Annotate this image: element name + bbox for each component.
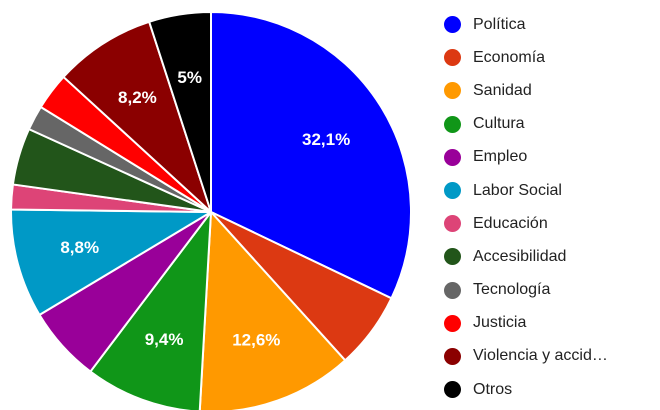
legend-item-accesibilidad[interactable]: Accesibilidad [444, 240, 608, 273]
legend-color-dot [444, 248, 461, 266]
legend-label: Justicia [473, 314, 527, 332]
legend-color-dot [444, 281, 461, 299]
legend-label: Política [473, 15, 526, 33]
legend-color-dot [444, 314, 461, 332]
legend-label: Cultura [473, 115, 525, 133]
legend-color-dot [444, 215, 461, 233]
pie-slice-otros[interactable] [148, 11, 212, 213]
slice-value-label-politica: 32,1% [302, 130, 350, 149]
slice-value-label-cultura: 9,4% [145, 330, 184, 349]
pie-slice-cultura[interactable] [89, 211, 212, 410]
legend-label: Violencia y accid… [473, 347, 608, 365]
legend-label: Labor Social [473, 181, 562, 199]
legend-color-dot [444, 148, 461, 166]
legend-item-labor-social[interactable]: Labor Social [444, 174, 608, 207]
legend-label: Educación [473, 214, 548, 232]
legend-item-cultura[interactable]: Cultura [444, 108, 608, 141]
pie-slice-sanidad[interactable] [198, 211, 347, 410]
legend-item-violencia-y-accid[interactable]: Violencia y accid… [444, 340, 608, 373]
legend-color-dot [444, 49, 461, 67]
pie-slice-politica[interactable] [210, 11, 412, 300]
legend-label: Accesibilidad [473, 247, 567, 265]
legend-label: Empleo [473, 148, 528, 166]
legend: Política Economía Sanidad Cultura Empleo Labo… [444, 8, 608, 406]
legend-item-politica[interactable]: Política [444, 8, 608, 41]
legend-item-empleo[interactable]: Empleo [444, 141, 608, 174]
legend-item-justicia[interactable]: Justicia [444, 307, 608, 340]
legend-label: Otros [473, 380, 513, 398]
pie-slice-labor-social[interactable] [10, 208, 212, 316]
legend-label: Economía [473, 48, 546, 66]
legend-item-sanidad[interactable]: Sanidad [444, 74, 608, 107]
legend-color-dot [444, 82, 461, 100]
slice-value-label-violencia-y-accid: 8,2% [118, 88, 157, 107]
legend-label: Sanidad [473, 81, 532, 99]
pie-chart: 32,1% 12,6% 9,4% 8,8% 8,2% 5% [10, 11, 412, 410]
slice-value-label-otros: 5% [177, 68, 202, 87]
legend-color-dot [444, 381, 461, 399]
pie-slice-violencia-y-accid[interactable] [62, 20, 212, 213]
legend-color-dot [444, 115, 461, 133]
legend-item-tecnologia[interactable]: Tecnología [444, 274, 608, 307]
legend-item-otros[interactable]: Otros [444, 373, 608, 406]
legend-color-dot [444, 16, 461, 34]
legend-label: Tecnología [473, 281, 551, 299]
legend-color-dot [444, 347, 461, 365]
legend-item-economia[interactable]: Economía [444, 41, 608, 74]
slice-value-label-labor-social: 8,8% [60, 238, 99, 257]
slice-value-label-sanidad: 12,6% [232, 331, 280, 350]
legend-color-dot [444, 182, 461, 200]
legend-item-educacion[interactable]: Educación [444, 207, 608, 240]
